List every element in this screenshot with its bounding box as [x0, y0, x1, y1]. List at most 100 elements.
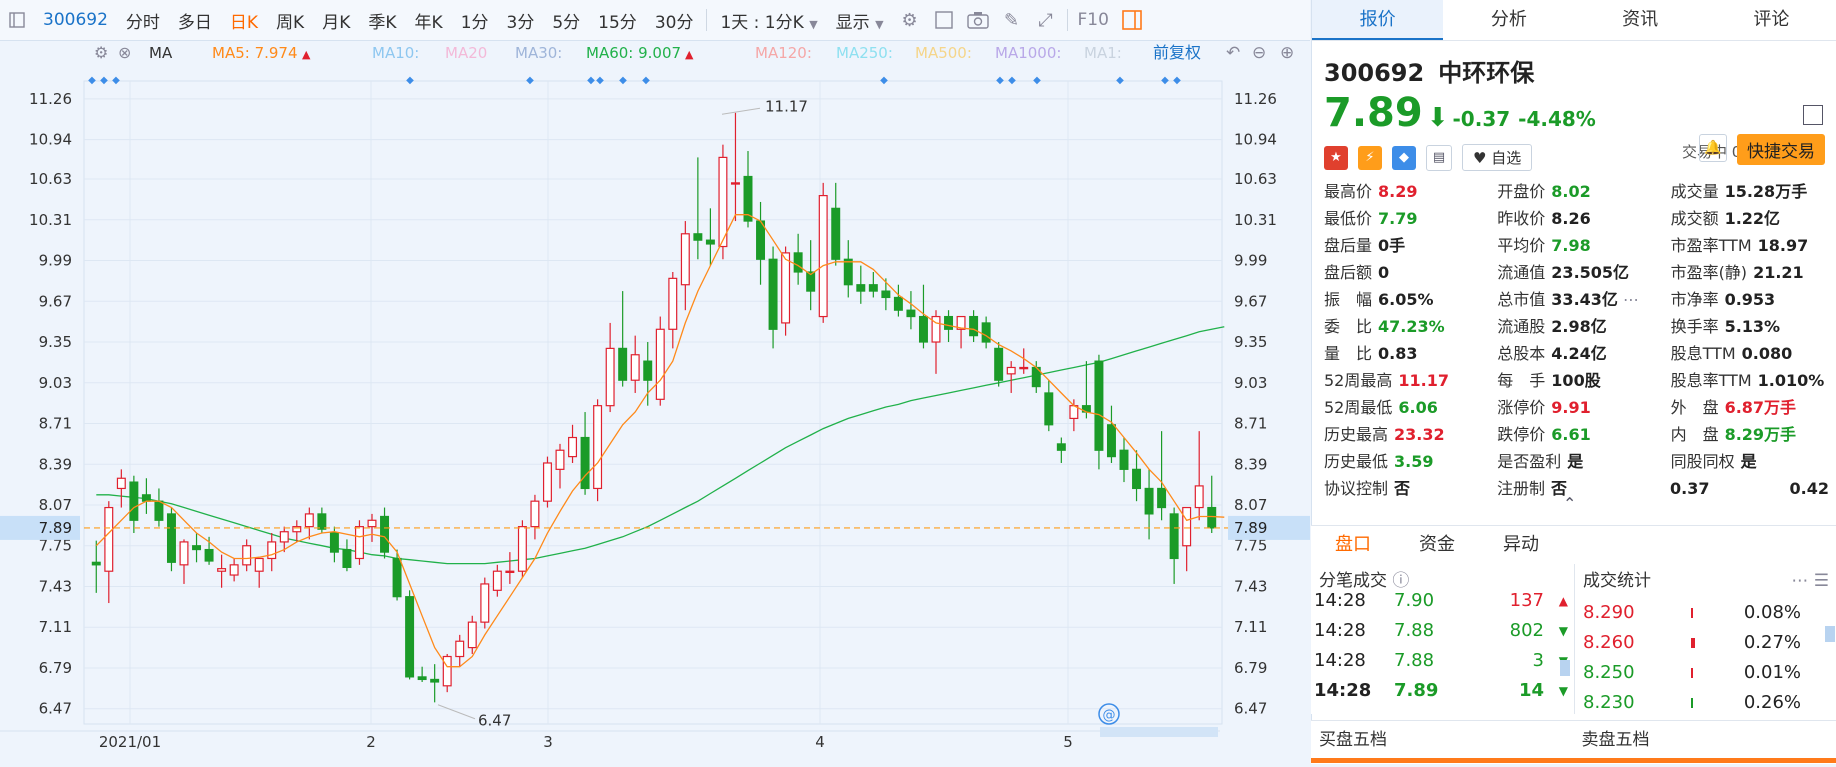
quote-tab-0[interactable]: 报价: [1312, 0, 1443, 40]
candle-body: [280, 532, 288, 542]
period-tab-1[interactable]: 多日: [169, 8, 221, 33]
settings-icon[interactable]: ⚙: [897, 7, 923, 33]
zoom-out-icon[interactable]: ⊖: [1252, 43, 1266, 63]
ma-settings-icon[interactable]: ⚙: [94, 43, 108, 62]
pen-icon[interactable]: ✎: [999, 7, 1025, 33]
stat-label: 成交量: [1671, 182, 1719, 201]
toolbar-code[interactable]: 300692: [34, 10, 117, 30]
down-arrow-icon: ⬇: [1427, 103, 1449, 133]
ma-close-icon[interactable]: ⊗: [118, 43, 131, 62]
event-marker-icon[interactable]: ◆: [587, 75, 595, 86]
candle[interactable]: [719, 145, 727, 260]
event-marker-icon[interactable]: ◆: [1161, 75, 1169, 86]
candle[interactable]: [656, 317, 664, 406]
candle-body: [819, 196, 827, 317]
zoom-in-icon[interactable]: ⊕: [1280, 43, 1294, 63]
x-scroll-thumb[interactable]: [1100, 727, 1218, 737]
f10-button[interactable]: F10: [1072, 10, 1115, 30]
event-marker-icon[interactable]: ◆: [100, 75, 108, 86]
deal-scrollbar[interactable]: [1825, 626, 1835, 642]
candle[interactable]: [594, 399, 602, 501]
adjust-button[interactable]: 前复权: [1153, 43, 1201, 62]
candle[interactable]: [356, 520, 364, 565]
detail-tab-0[interactable]: 盘口: [1311, 526, 1395, 564]
candle[interactable]: [406, 590, 414, 679]
stat-value: 7.98: [1551, 236, 1590, 255]
period-tab-2[interactable]: 日K: [221, 8, 267, 33]
panel-toggle-icon[interactable]: [1119, 7, 1145, 33]
period-tab-11[interactable]: 30分: [646, 8, 703, 33]
tag-icon[interactable]: ◆: [1392, 146, 1416, 170]
candle-body: [143, 495, 151, 501]
candle[interactable]: [544, 457, 552, 508]
period-tab-7[interactable]: 1分: [452, 8, 498, 33]
candle[interactable]: [995, 342, 1003, 387]
event-marker-icon[interactable]: ◆: [596, 75, 604, 86]
quote-tab-1[interactable]: 分析: [1443, 0, 1574, 40]
candle[interactable]: [819, 183, 827, 323]
watchlist-button[interactable]: ♥ 自选: [1462, 144, 1532, 171]
china-flag-icon[interactable]: ★: [1324, 146, 1348, 170]
note-icon[interactable]: ▤: [1426, 145, 1452, 171]
event-marker-icon[interactable]: ◆: [1033, 75, 1041, 86]
undo-icon[interactable]: ↶: [1226, 43, 1240, 63]
candle-body: [544, 463, 552, 501]
event-marker-icon[interactable]: ◆: [619, 75, 627, 86]
deal-stats-header: 成交统计 ⋯ ☰: [1575, 564, 1836, 598]
quote-tab-3[interactable]: 评论: [1706, 0, 1836, 40]
camera-icon[interactable]: [965, 7, 991, 33]
detail-tab-2[interactable]: 异动: [1479, 526, 1563, 564]
more-options-icon[interactable]: ⋯ ☰: [1791, 564, 1829, 598]
candle[interactable]: [481, 578, 489, 629]
collapse-caret-icon[interactable]: ⌃: [1563, 494, 1576, 513]
detail-tabs: 盘口资金异动: [1311, 525, 1836, 565]
quote-tab-2[interactable]: 资讯: [1575, 0, 1706, 40]
checkbox-icon[interactable]: [931, 7, 957, 33]
period-tab-6[interactable]: 年K: [406, 8, 452, 33]
detail-tab-1[interactable]: 资金: [1395, 526, 1479, 564]
event-marker-icon[interactable]: ◆: [1173, 75, 1181, 86]
y-tick-left: 6.79: [39, 659, 72, 677]
period-tab-8[interactable]: 3分: [498, 8, 544, 33]
tick-price: 7.90: [1394, 586, 1486, 616]
event-marker-icon[interactable]: ◆: [642, 75, 650, 86]
period-tab-9[interactable]: 5分: [543, 8, 589, 33]
y-tick-left: 6.47: [39, 700, 72, 718]
event-marker-icon[interactable]: ◆: [1008, 75, 1016, 86]
deal-pct: 0.26%: [1727, 688, 1801, 714]
more-icon[interactable]: ⋯: [1618, 290, 1639, 309]
candle[interactable]: [519, 520, 527, 577]
event-marker-icon[interactable]: ◆: [88, 75, 96, 86]
period-tab-5[interactable]: 季K: [359, 8, 405, 33]
display-select[interactable]: 显示 ▼: [827, 8, 893, 33]
period-tab-10[interactable]: 15分: [589, 8, 646, 33]
candle[interactable]: [168, 508, 176, 572]
deal-stats-title: 成交统计: [1583, 564, 1651, 598]
period-tab-4[interactable]: 月K: [313, 8, 359, 33]
period-tab-3[interactable]: 周K: [267, 8, 313, 33]
event-marker-icon[interactable]: ◆: [996, 75, 1004, 86]
period-select[interactable]: 1天 : 1分K ▼: [711, 8, 826, 33]
sidebar-toggle-icon[interactable]: [4, 7, 30, 33]
tick-scrollbar[interactable]: [1560, 660, 1570, 676]
bell-icon[interactable]: 🔔: [1699, 134, 1727, 162]
stat-value: 0.080: [1742, 344, 1793, 363]
period-tab-0[interactable]: 分时: [117, 8, 169, 33]
y-tick-left: 9.99: [39, 252, 72, 270]
y-tick-right: 7.43: [1234, 577, 1267, 595]
event-marker-icon[interactable]: ◆: [112, 75, 120, 86]
candle-body: [869, 285, 877, 291]
event-marker-icon[interactable]: ◆: [526, 75, 534, 86]
fullscreen-icon[interactable]: ⤢: [1033, 7, 1059, 33]
lightning-icon[interactable]: ⚡: [1358, 146, 1382, 170]
fast-trade-button[interactable]: 快捷交易: [1737, 134, 1825, 165]
event-marker-icon[interactable]: ◆: [880, 75, 888, 86]
event-marker-icon[interactable]: ◆: [406, 75, 414, 86]
event-marker-icon[interactable]: ◆: [1116, 75, 1124, 86]
stat-value: 是: [1741, 452, 1757, 471]
panel-icon[interactable]: [1803, 105, 1823, 125]
